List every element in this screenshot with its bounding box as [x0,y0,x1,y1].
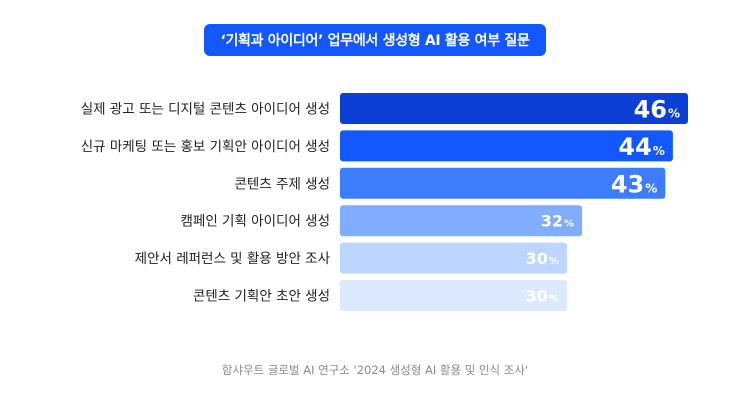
bar-value-label: 30% [526,287,559,306]
bar-value-label: 30% [526,249,559,268]
category-label: 신규 마케팅 또는 홍보 기획안 아이디어 생성 [81,139,330,155]
category-label: 콘텐츠 기획안 초안 생성 [193,289,330,305]
category-label: 제안서 레퍼런스 및 활용 방안 조사 [135,251,331,267]
bar-value-label: 44% [618,133,664,161]
bar [340,130,673,162]
bar-value-label: 32% [541,212,574,231]
bar-value-label: 43% [611,170,657,198]
bar [340,93,688,124]
bar [340,280,567,311]
category-label: 실제 광고 또는 디지털 콘텐츠 아이디어 생성 [81,102,330,118]
category-label: 콘텐츠 주제 생성 [234,176,330,192]
bar [340,242,567,274]
chart-title: ‘기획과 아이디어’ 업무에서 생성형 AI 활용 여부 질문 [204,24,546,56]
bar [340,205,583,237]
chart-source: 함샤우트 글로벌 AI 연구소 '2024 생성형 AI 활용 및 인식 조사' [221,363,529,377]
bar-value-label: 46% [634,96,680,124]
bar [340,167,666,199]
category-label: 캠페인 기획 아이디어 생성 [181,214,331,230]
